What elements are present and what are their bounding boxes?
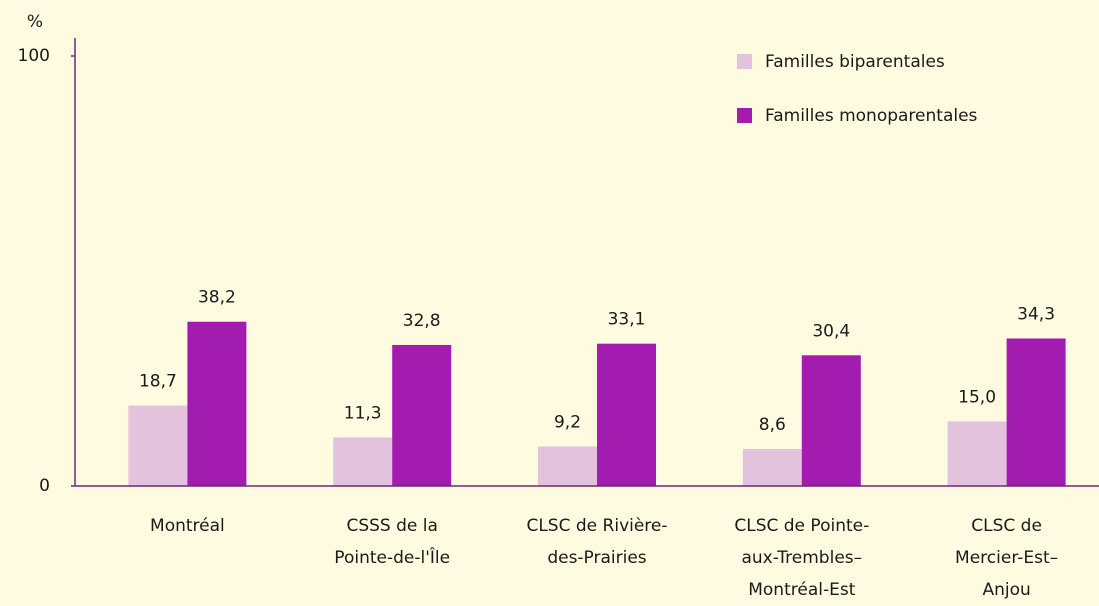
legend-swatch: [737, 54, 752, 69]
bar: [333, 437, 393, 486]
x-tick-label-line: Montréal-Est: [748, 580, 855, 600]
value-label: 11,3: [344, 403, 382, 423]
x-tick-label-line: Pointe-de-l'Île: [334, 546, 450, 568]
x-tick-label: CSSS de la Pointe-de-l'Île: [334, 516, 450, 568]
x-tick-label-line: Anjou: [982, 580, 1030, 600]
x-tick-label-line: Montréal: [150, 516, 225, 536]
legend-label: Familles biparentales: [765, 52, 945, 72]
value-label: 34,3: [1017, 305, 1055, 325]
y-axis-label: %: [27, 12, 43, 32]
x-tick-label: CLSC de Mercier-Est– Anjou: [955, 516, 1058, 600]
x-tick-label-line: des-Prairies: [547, 548, 646, 568]
value-label: 9,2: [554, 412, 581, 432]
legend-swatch: [737, 108, 752, 123]
legend-label: Familles monoparentales: [765, 106, 978, 126]
bar: [1006, 338, 1066, 486]
bar: [187, 321, 247, 486]
x-tick-label: CLSC de Pointe-aux-Trembles– Montréal-Est: [734, 516, 869, 600]
value-label: 33,1: [608, 310, 646, 330]
x-tick-label-line: CSSS de la: [346, 516, 437, 536]
y-tick-label: 100: [18, 46, 50, 66]
bar: [947, 421, 1007, 486]
bar: [597, 343, 656, 486]
value-label: 32,8: [403, 311, 441, 331]
x-tick-label-line: CLSC de Rivière-: [526, 516, 667, 536]
bar: [538, 446, 597, 486]
value-label: 38,2: [198, 288, 236, 308]
bar: [801, 355, 861, 486]
y-tick-label: 0: [39, 476, 50, 496]
bar: [742, 449, 802, 486]
x-tick-label: CLSC de Rivière-des-Prairies: [526, 516, 667, 568]
x-tick-label-line: Mercier-Est–: [955, 548, 1058, 568]
bar: [128, 405, 188, 486]
value-label: 18,7: [139, 372, 177, 392]
bar: [392, 344, 452, 486]
x-tick-label: Montréal: [150, 516, 225, 536]
x-tick-label-line: CLSC de: [971, 516, 1042, 536]
x-tick-label-line: CLSC de Pointe-: [734, 516, 869, 536]
x-tick-label-line: aux-Trembles–: [741, 548, 862, 568]
value-label: 8,6: [759, 415, 786, 435]
value-label: 15,0: [958, 388, 996, 408]
value-label: 30,4: [812, 321, 850, 341]
